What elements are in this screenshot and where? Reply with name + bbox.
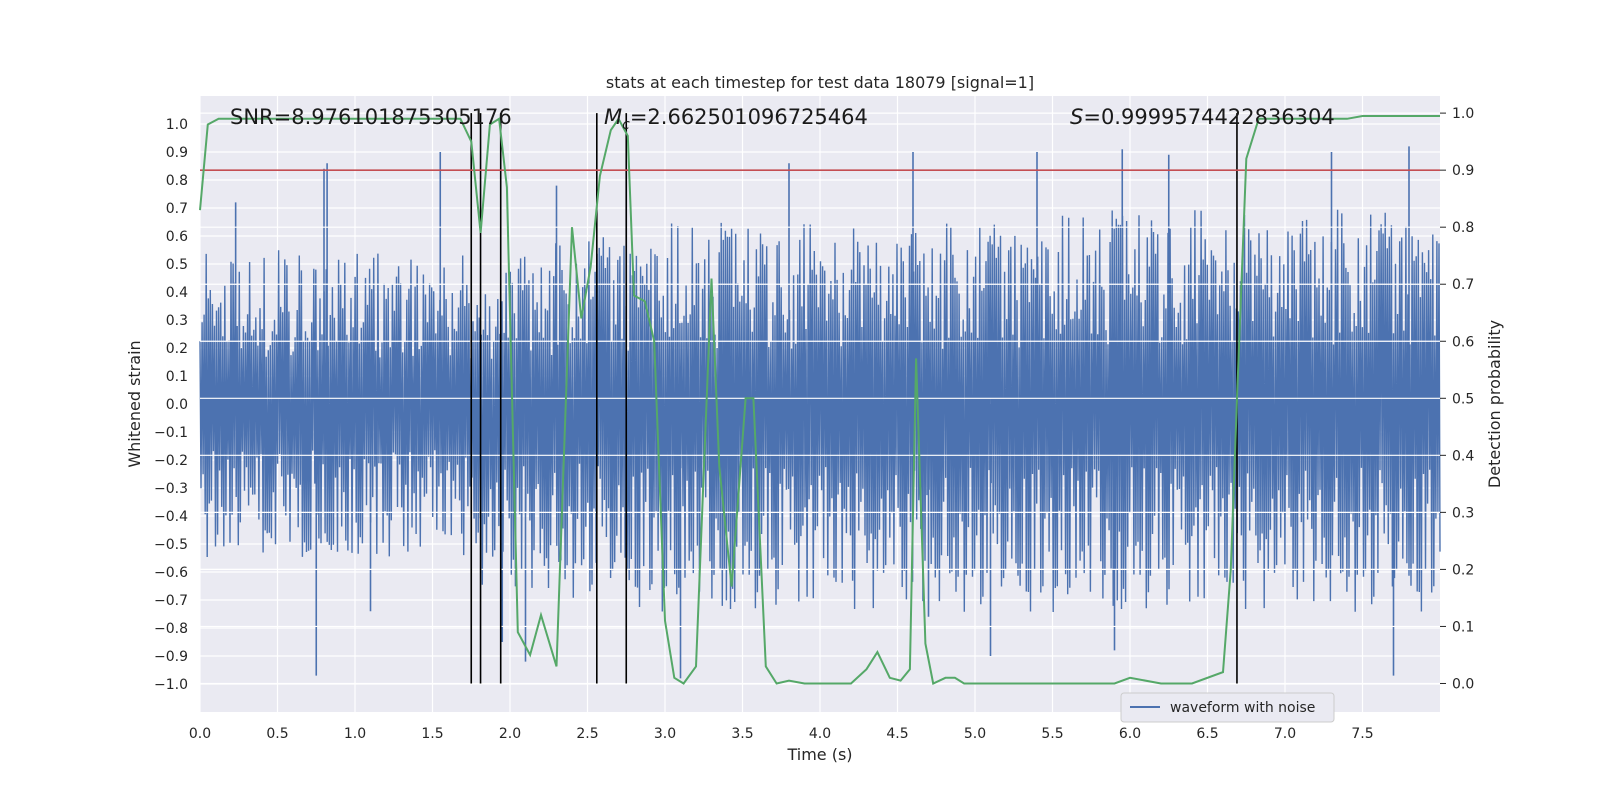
y-right-tick-label: 0.7 bbox=[1452, 277, 1474, 293]
chirp-mass-symbol: M bbox=[604, 105, 622, 129]
y-left-tick-label: −0.4 bbox=[154, 509, 188, 525]
x-tick-label: 4.5 bbox=[886, 726, 908, 742]
y-right-tick-label: 0.9 bbox=[1452, 163, 1474, 179]
y-left-tick-label: −1.0 bbox=[154, 677, 188, 693]
y-left-tick-label: −0.5 bbox=[154, 537, 188, 553]
x-tick-label: 7.5 bbox=[1351, 726, 1373, 742]
x-axis-ticks: 0.0 0.5 1.0 1.5 2.0 2.5 3.0 3.5 4.0 4.5 5.0 5.5 6.0 6… bbox=[189, 726, 1374, 742]
x-tick-label: 6.5 bbox=[1196, 726, 1218, 742]
y-left-tick-label: −0.7 bbox=[154, 593, 188, 609]
probability-line bbox=[199, 115, 1440, 685]
y-left-tick-label: −0.2 bbox=[154, 453, 188, 469]
y-right-tick-label: 0.0 bbox=[1452, 676, 1474, 692]
x-tick-label: 5.0 bbox=[964, 726, 986, 742]
y-left-axis-ticks: 1.0 0.9 0.8 0.7 0.6 0.5 0.4 0.3 0.2 0.1 0.0 −0.1 −0.… bbox=[154, 117, 188, 693]
y-left-tick-label: −0.8 bbox=[154, 621, 188, 637]
x-tick-label: 6.0 bbox=[1119, 726, 1141, 742]
legend-box bbox=[1120, 692, 1335, 723]
y-right-axis-ticks: 1.0 0.9 0.8 0.7 0.6 0.5 0.4 0.3 0.2 0.1 0.0 bbox=[1440, 106, 1474, 692]
probability-series bbox=[199, 115, 1440, 685]
score-symbol: S bbox=[1070, 105, 1083, 129]
waveform-line bbox=[199, 209, 1441, 613]
y-right-tick-label: 0.6 bbox=[1452, 334, 1474, 350]
snr-annotation: SNR=8.976101875305176 bbox=[230, 105, 512, 129]
y-left-tick-label: 0.8 bbox=[166, 173, 188, 189]
x-tick-label: 7.0 bbox=[1274, 726, 1296, 742]
y-left-tick-label: 0.9 bbox=[166, 145, 188, 161]
y-left-tick-label: −0.1 bbox=[154, 425, 188, 441]
y-left-tick-label: −0.6 bbox=[154, 565, 188, 581]
y-right-tick-label: 0.2 bbox=[1452, 562, 1474, 578]
x-tick-label: 2.5 bbox=[576, 726, 598, 742]
chart-title: stats at each timestep for test data 180… bbox=[606, 73, 1034, 92]
y-right-tick-label: 0.4 bbox=[1452, 448, 1474, 464]
waveform-series bbox=[199, 146, 1441, 679]
y-left-tick-label: 0.3 bbox=[166, 313, 188, 329]
y-left-tick-label: 0.5 bbox=[166, 257, 188, 273]
x-tick-label: 3.5 bbox=[731, 726, 753, 742]
y-left-tick-label: 1.0 bbox=[166, 117, 188, 133]
y-left-tick-label: 0.4 bbox=[166, 285, 188, 301]
y-right-tick-label: 0.1 bbox=[1452, 619, 1474, 635]
y-left-tick-label: 0.6 bbox=[166, 229, 188, 245]
y-left-tick-label: 0.2 bbox=[166, 341, 188, 357]
x-tick-label: 5.5 bbox=[1041, 726, 1063, 742]
legend: waveform with noise bbox=[1120, 692, 1335, 723]
chirp-mass-annotation: Mc=2.662501096725464 bbox=[604, 105, 868, 133]
y-right-tick-label: 0.5 bbox=[1452, 391, 1474, 407]
y-left-axis-label: Whitened strain bbox=[125, 340, 144, 467]
score-annotation: S=0.9999574422836304 bbox=[1070, 105, 1335, 129]
y-right-axis-label: Detection probability bbox=[1485, 320, 1504, 488]
chirp-mass-subscript: c bbox=[622, 117, 630, 133]
score-value: =0.9999574422836304 bbox=[1083, 105, 1334, 129]
y-left-tick-label: 0.0 bbox=[166, 397, 188, 413]
x-tick-label: 0.0 bbox=[189, 726, 211, 742]
y-left-tick-label: 0.1 bbox=[166, 369, 188, 385]
x-tick-label: 3.0 bbox=[654, 726, 676, 742]
x-tick-label: 1.5 bbox=[421, 726, 443, 742]
y-left-tick-label: 0.7 bbox=[166, 201, 188, 217]
legend-label: waveform with noise bbox=[1170, 700, 1315, 716]
y-left-tick-label: −0.3 bbox=[154, 481, 188, 497]
x-tick-label: 1.0 bbox=[344, 726, 366, 742]
x-tick-label: 0.5 bbox=[266, 726, 288, 742]
x-tick-label: 2.0 bbox=[499, 726, 521, 742]
y-left-tick-label: −0.9 bbox=[154, 649, 188, 665]
y-right-tick-label: 0.8 bbox=[1452, 220, 1474, 236]
y-right-tick-label: 0.3 bbox=[1452, 505, 1474, 521]
x-tick-label: 4.0 bbox=[809, 726, 831, 742]
y-right-tick-label: 1.0 bbox=[1452, 106, 1474, 122]
chirp-mass-value: =2.662501096725464 bbox=[630, 105, 868, 129]
x-axis-label: Time (s) bbox=[786, 745, 852, 764]
